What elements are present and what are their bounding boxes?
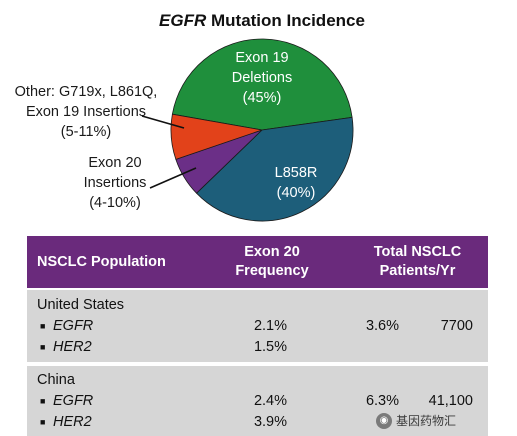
bullet-icon: ■ [40, 417, 46, 427]
wechat-icon: ◉ [376, 412, 392, 429]
total-percent: 3.6% [365, 318, 399, 334]
group-name: China [37, 372, 75, 388]
watermark: ◉ 基因药物汇 [376, 412, 456, 429]
watermark-text: 基因药物汇 [396, 414, 457, 428]
bullet-icon: ■ [40, 321, 46, 331]
pie-slice-3 [170, 113, 263, 160]
header-frequency-line1: Exon 20 [244, 244, 300, 260]
slice-label-0: Exon 19 Deletions (45%) [232, 50, 292, 106]
chart-title-rest: Mutation Incidence [206, 11, 365, 30]
slice-label-line: Insertions [84, 175, 147, 191]
header-frequency-line2: Frequency [235, 263, 309, 279]
slice-label-line: Exon 19 Insertions [26, 104, 146, 120]
total-patients: 7700 [440, 318, 473, 334]
gene-name: HER2 [53, 414, 92, 430]
frequency-value: 2.1% [253, 318, 287, 334]
slice-label-line: Exon 19 [235, 50, 288, 66]
gene-name: EGFR [53, 318, 94, 334]
gene-name: EGFR [53, 393, 94, 409]
chart-title: EGFR Mutation Incidence [159, 11, 365, 30]
slice-label-line: (5-11%) [61, 124, 112, 140]
pie-slices [170, 38, 354, 222]
pie-slice-0 [171, 38, 353, 131]
slice-label-line: L858R [275, 165, 318, 181]
table-row: ■ HER2 3.9% [27, 412, 488, 433]
slice-label-3: Other: G719x, L861Q, Exon 19 Insertions (5… [15, 84, 158, 140]
total-patients: 41,100 [428, 393, 473, 409]
header-frequency: Exon 20 Frequency [197, 236, 347, 288]
slice-label-line: Deletions [232, 70, 292, 86]
table-row: ■ HER2 1.5% [27, 337, 488, 358]
exon20-frequency-table: NSCLC Population Exon 20 Frequency Total … [27, 236, 488, 436]
table-row: ■ EGFR 2.1% 3.6% 7700 [27, 316, 488, 337]
slice-label-line: (45%) [243, 90, 282, 106]
slice-label-line: Other: G719x, L861Q, [15, 84, 158, 100]
header-total-patients: Total NSCLC Patients/Yr [347, 236, 488, 288]
table-group-united-states: United States ■ EGFR 2.1% 3.6% 7700 ■ HE… [27, 290, 488, 362]
pie-slice-1 [195, 116, 354, 222]
chart-title-gene: EGFR [159, 11, 207, 30]
slice-label-2: Exon 20 Insertions (4-10%) [84, 155, 147, 211]
slice-label-line: Exon 20 [88, 155, 141, 171]
leader-line-3 [141, 115, 185, 129]
slice-label-line: (4-10%) [89, 195, 141, 211]
slice-label-1: L858R (40%) [275, 165, 318, 201]
header-total-line2: Patients/Yr [379, 263, 456, 279]
bullet-icon: ■ [40, 342, 46, 352]
total-percent: 6.3% [365, 393, 399, 409]
leader-line-2 [149, 167, 197, 189]
table-row: United States [27, 295, 488, 316]
table-row: ■ EGFR 2.4% 6.3% 41,100 [27, 391, 488, 412]
frequency-value: 2.4% [253, 393, 287, 409]
egfr-pie-chart: EGFR Mutation Incidence Exon 19 Deletions… [15, 11, 365, 222]
slice-label-line: (40%) [277, 185, 316, 201]
gene-name: HER2 [53, 339, 92, 355]
table-header: NSCLC Population Exon 20 Frequency Total … [27, 236, 488, 288]
header-population: NSCLC Population [37, 254, 166, 270]
table-row: China [27, 370, 488, 391]
header-total-line1: Total NSCLC [373, 244, 462, 260]
frequency-value: 3.9% [253, 414, 287, 430]
bullet-icon: ■ [40, 396, 46, 406]
table-group-china: China ■ EGFR 2.4% 6.3% 41,100 ■ HER2 3.9… [27, 366, 488, 436]
group-name: United States [37, 297, 125, 313]
pie-leader-lines [141, 115, 197, 189]
pie-slice-labels: Exon 19 Deletions (45%) L858R (40%) Exon 20 In… [15, 50, 318, 211]
frequency-value: 1.5% [253, 339, 287, 355]
